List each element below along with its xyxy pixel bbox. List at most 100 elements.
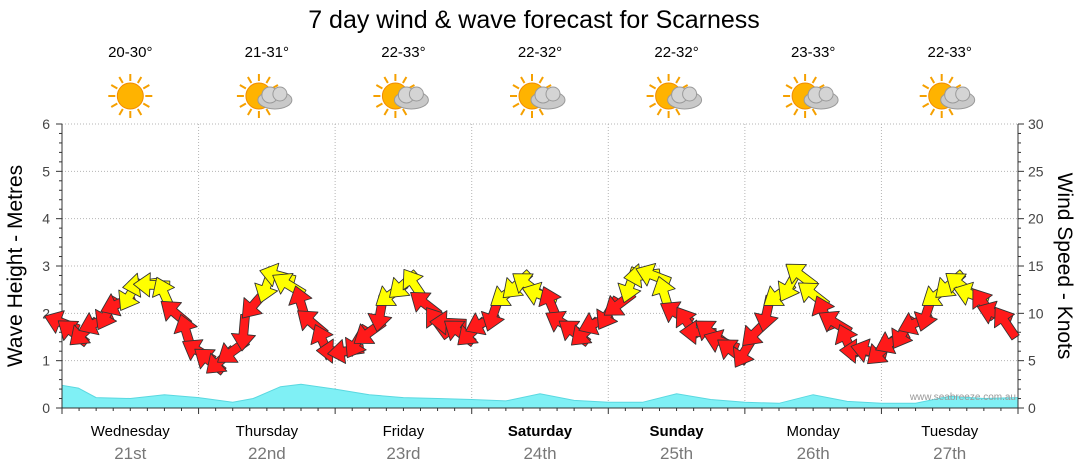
sun-ray — [948, 108, 954, 116]
sun-ray — [110, 84, 118, 90]
date-label: 27th — [933, 444, 966, 463]
grid — [62, 123, 1018, 408]
sun-ray — [136, 108, 143, 116]
sun-ray — [538, 108, 544, 116]
sun-disc — [116, 82, 144, 110]
y-right-axis-label: Wind Speed - Knots — [1053, 173, 1076, 360]
sun-ray — [948, 76, 954, 84]
sun-ray — [811, 76, 817, 84]
sun-ray — [265, 76, 271, 84]
sun-ray — [675, 76, 681, 84]
date-label: 25th — [660, 444, 693, 463]
sun-ray — [118, 108, 124, 116]
sun-ray — [247, 108, 253, 116]
day-label: Sunday — [649, 423, 704, 440]
temp-range: 22-32° — [654, 44, 698, 61]
cloud-puff — [682, 86, 698, 102]
day-label: Saturday — [508, 423, 573, 440]
sun-ray — [383, 108, 389, 116]
sun-icon — [108, 74, 153, 118]
wind-arrow — [230, 313, 256, 352]
wave-height-area — [61, 383, 1019, 409]
y-right-tick-label: 25 — [1028, 163, 1044, 179]
sun-ray — [142, 84, 150, 90]
y-right-tick-label: 5 — [1028, 353, 1036, 369]
day-label: Wednesday — [91, 423, 170, 440]
y-left-tick-label: 3 — [42, 258, 50, 274]
partly-cloudy-icon — [783, 74, 839, 118]
temp-range: 22-33° — [928, 44, 972, 61]
sun-ray — [402, 108, 408, 116]
wave-area — [61, 383, 1019, 409]
sun-ray — [512, 84, 520, 90]
sun-ray — [118, 76, 124, 84]
y-left-tick-label: 0 — [42, 400, 50, 416]
sun-ray — [793, 76, 799, 84]
sun-ray — [656, 76, 662, 84]
sun-ray — [247, 76, 253, 84]
cloud-puff — [272, 86, 288, 102]
sun-ray — [239, 84, 247, 90]
date-label: 26th — [797, 444, 830, 463]
y-left-tick-label: 1 — [42, 353, 50, 369]
wind-arrow-shape — [993, 306, 1020, 341]
sun-ray — [538, 76, 544, 84]
watermark: www.seabreeze.com.au — [909, 392, 1016, 403]
chart-title: 7 day wind & wave forecast for Scarness — [308, 6, 760, 34]
cloud-puff — [545, 86, 561, 102]
x-axis-labels: Wednesday 21st Thursday 22nd Friday 23rd Satur… — [91, 423, 979, 463]
sun-ray — [785, 84, 793, 90]
sun-ray — [922, 84, 930, 90]
day-label: Tuesday — [921, 423, 978, 440]
sun-ray — [142, 102, 150, 108]
sun-ray — [793, 108, 799, 116]
y-left-tick-label: 4 — [42, 211, 50, 227]
y-left-tick-label: 2 — [42, 305, 50, 321]
temp-range: 20-30° — [108, 44, 152, 61]
y-right-tick-label: 0 — [1028, 400, 1036, 416]
date-label: 23rd — [386, 444, 420, 463]
day-label: Monday — [786, 423, 840, 440]
partly-cloudy-icon — [510, 74, 566, 118]
sun-ray — [110, 102, 118, 108]
y-left-tick-label: 6 — [42, 116, 50, 132]
temp-range: 23-33° — [791, 44, 835, 61]
sun-ray — [265, 108, 271, 116]
sun-ray — [375, 84, 383, 90]
sun-ray — [649, 84, 657, 90]
cloud-puff — [408, 86, 424, 102]
day-label: Thursday — [236, 423, 299, 440]
date-label: 22nd — [248, 444, 286, 463]
sun-ray — [929, 108, 936, 116]
partly-cloudy-icon — [919, 74, 976, 118]
sun-ray — [375, 102, 383, 108]
cloud-puff — [818, 86, 834, 102]
sun-ray — [929, 76, 936, 84]
sun-ray — [512, 102, 520, 108]
temp-range: 22-32° — [518, 44, 562, 61]
partly-cloudy-icon — [646, 74, 703, 118]
y-right-tick-label: 10 — [1028, 305, 1044, 321]
day-label: Friday — [383, 423, 425, 440]
cloud-puff — [955, 86, 971, 102]
y-left-tick-label: 5 — [42, 163, 50, 179]
sun-ray — [649, 102, 657, 108]
sun-ray — [239, 102, 247, 108]
sun-ray — [520, 76, 526, 84]
partly-cloudy-icon — [236, 74, 293, 118]
partly-cloudy-icon — [373, 74, 429, 118]
date-label: 21st — [114, 444, 146, 463]
sun-ray — [922, 102, 930, 108]
weather-row: 20-30° 21-31° 22-33° 22-32° 22-32° 23-33° 22-3… — [108, 44, 976, 118]
wind-arrows — [44, 262, 1020, 376]
wind-arrow-shape — [132, 272, 171, 298]
sun-ray — [402, 76, 408, 84]
sun-ray — [675, 108, 681, 116]
sun-ray — [136, 76, 143, 84]
y-left-axis-label: Wave Height - Metres — [4, 165, 27, 367]
sun-ray — [785, 102, 793, 108]
wind-arrow-shape — [230, 313, 256, 352]
y-right-tick-label: 20 — [1028, 211, 1044, 227]
temp-range: 21-31° — [245, 44, 289, 61]
